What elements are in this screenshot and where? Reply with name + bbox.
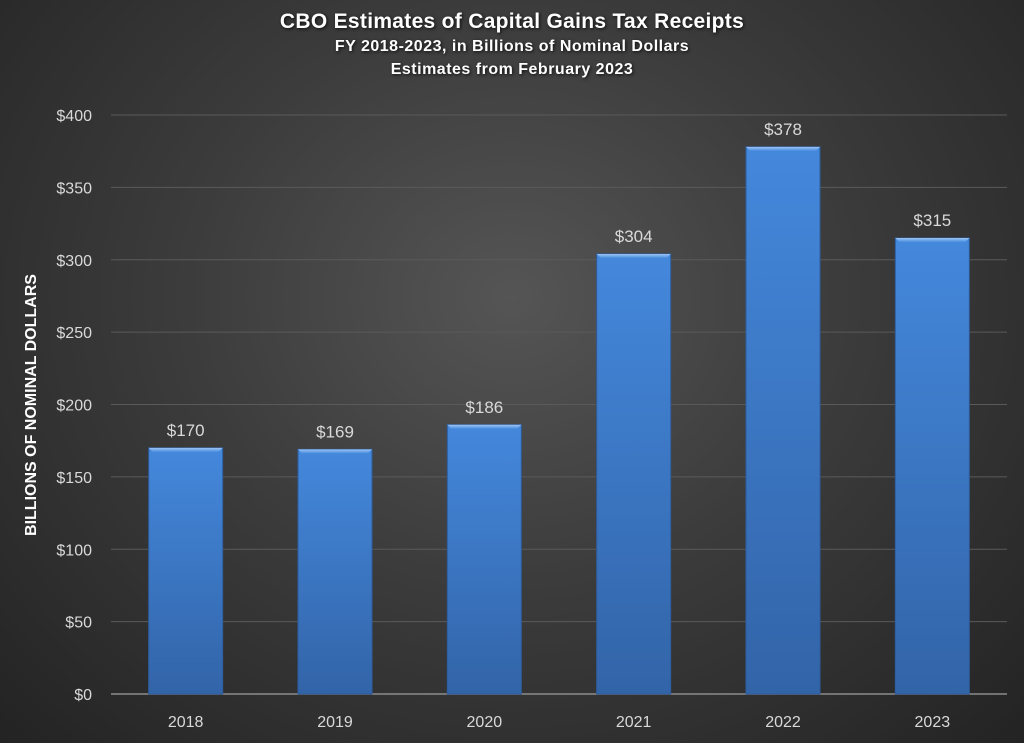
y-tick-label: $0 [74, 687, 92, 704]
bar-bevel [298, 449, 372, 454]
data-label: $315 [913, 211, 951, 230]
y-tick-label: $100 [56, 542, 92, 559]
x-tick-label: 2021 [616, 714, 652, 731]
bar-2019 [297, 448, 373, 695]
chart-title: CBO Estimates of Capital Gains Tax Recei… [279, 10, 745, 33]
chart-titles: CBO Estimates of Capital Gains Tax Recei… [0, 0, 1024, 81]
y-tick-label: $50 [65, 615, 92, 632]
y-tick-label: $150 [56, 470, 92, 487]
bar-2022 [745, 146, 821, 695]
bar-bevel [148, 447, 223, 452]
data-label: $186 [465, 398, 503, 417]
x-tick-label: 2018 [168, 714, 204, 731]
bar-bevel [447, 424, 522, 429]
y-tick-label: $350 [56, 180, 92, 197]
bar-2021 [596, 253, 672, 695]
y-tick-label: $300 [56, 253, 92, 270]
y-tick-label: $200 [56, 398, 92, 415]
bar-2023 [894, 237, 970, 695]
y-tick-label: $250 [56, 325, 92, 342]
x-tick-label: 2023 [915, 714, 951, 731]
data-label: $170 [167, 421, 205, 440]
data-label: $304 [615, 227, 653, 246]
bar-2020 [446, 424, 522, 695]
x-tick-label: 2020 [467, 714, 503, 731]
bar-bevel [895, 238, 970, 243]
data-label: $378 [764, 120, 802, 139]
data-label: $169 [316, 422, 354, 441]
chart-subtitle-2: Estimates from February 2023 [390, 61, 634, 78]
x-tick-label: 2022 [765, 714, 801, 731]
bar-bevel [596, 253, 671, 258]
bar-bevel [746, 146, 820, 151]
x-tick-label: 2019 [317, 714, 353, 731]
bar-2018 [148, 447, 224, 695]
y-tick-label: $400 [56, 108, 92, 125]
chart-subtitle-1: FY 2018-2023, in Billions of Nominal Dol… [334, 38, 690, 55]
